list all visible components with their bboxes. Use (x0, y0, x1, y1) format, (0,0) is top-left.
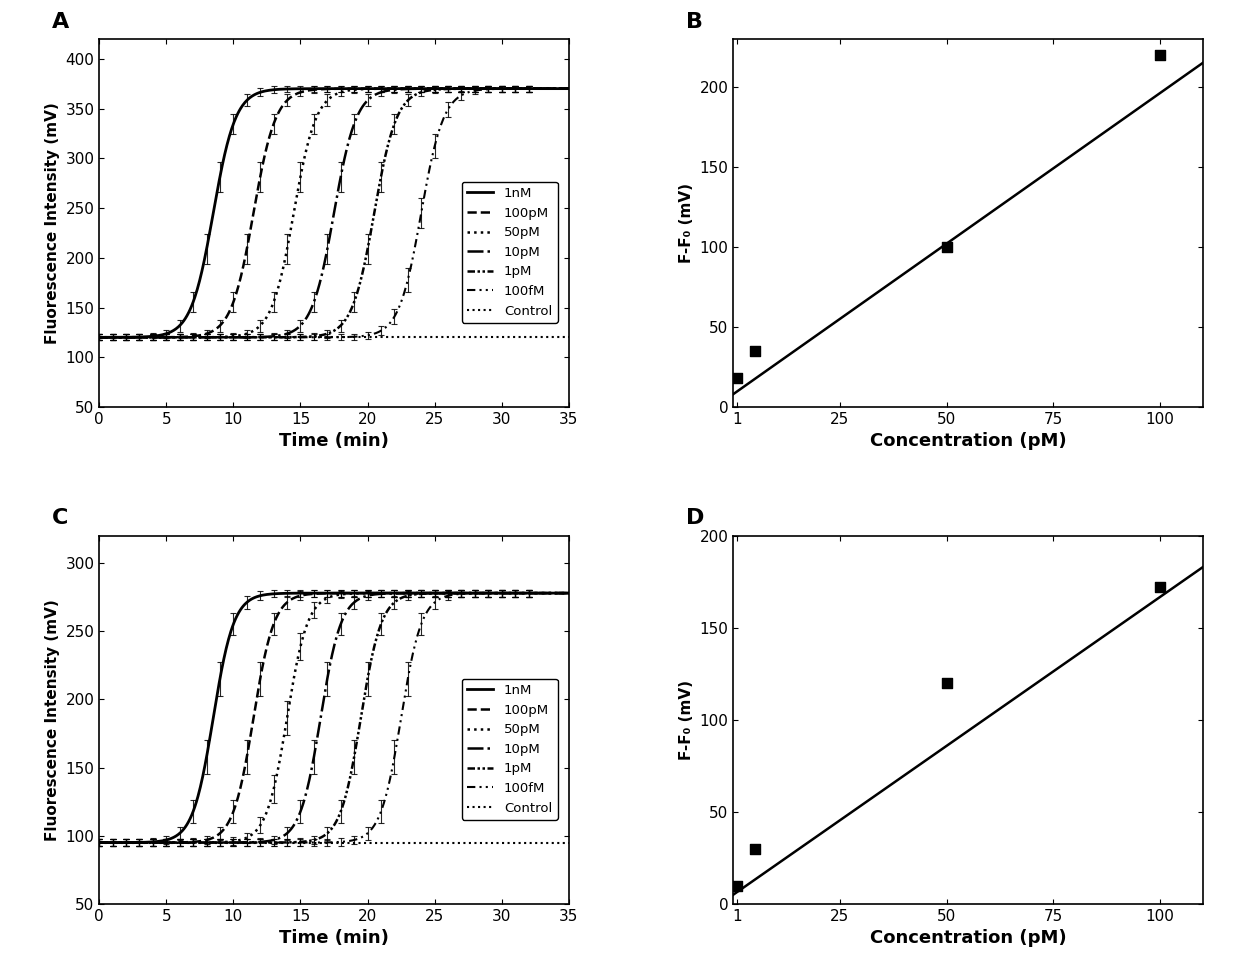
Point (728, 370, 748, 386)
Y-axis label: F-F₀ (mV): F-F₀ (mV) (678, 183, 694, 263)
Point (1151, 47, 1171, 62)
Text: B: B (686, 12, 703, 31)
Legend: 1nM, 100pM, 50pM, 10pM, 1pM, 100fM, Control: 1nM, 100pM, 50pM, 10pM, 1pM, 100fM, Cont… (461, 678, 558, 820)
Point (936, 239, 956, 255)
Point (936, 676, 956, 691)
Point (744, 841, 764, 856)
Point (728, 878, 748, 893)
Text: D: D (686, 508, 704, 529)
Point (1151, 579, 1171, 595)
Text: C: C (52, 508, 68, 529)
X-axis label: Concentration (pM): Concentration (pM) (869, 433, 1066, 450)
Y-axis label: Fluorescence Intensity (mV): Fluorescence Intensity (mV) (45, 599, 60, 841)
Y-axis label: F-F₀ (mV): F-F₀ (mV) (678, 679, 694, 760)
Point (744, 343, 764, 359)
Text: A: A (52, 12, 69, 31)
X-axis label: Time (min): Time (min) (279, 929, 389, 948)
Y-axis label: Fluorescence Intensity (mV): Fluorescence Intensity (mV) (45, 102, 60, 344)
X-axis label: Concentration (pM): Concentration (pM) (869, 929, 1066, 948)
Legend: 1nM, 100pM, 50pM, 10pM, 1pM, 100fM, Control: 1nM, 100pM, 50pM, 10pM, 1pM, 100fM, Cont… (461, 182, 558, 323)
X-axis label: Time (min): Time (min) (279, 433, 389, 450)
